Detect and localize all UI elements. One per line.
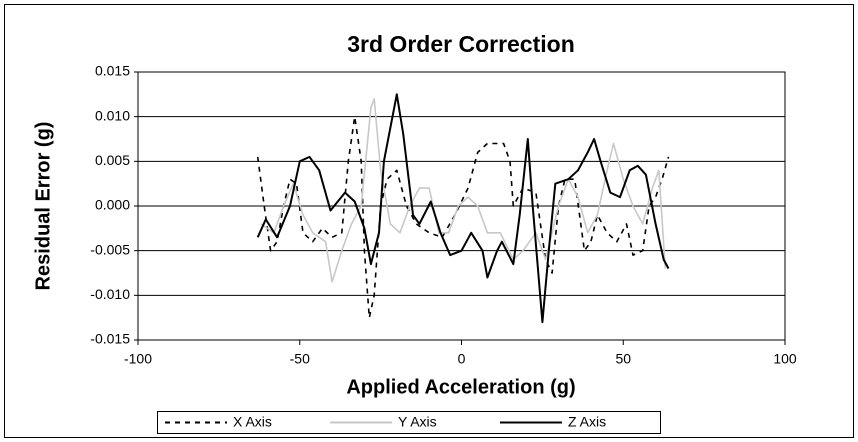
- x-tick-label: 0: [458, 351, 466, 367]
- y-tick-label: -0.010: [90, 286, 130, 302]
- plot-area: [137, 71, 786, 341]
- y-tick-label: 0.010: [95, 107, 130, 123]
- x-axis-title: Applied Acceleration (g): [346, 376, 575, 398]
- x-tick-label: -50: [290, 351, 310, 367]
- series-line: [256, 115, 670, 319]
- series-line: [256, 93, 670, 324]
- chart-title: 3rd Order Correction: [347, 31, 575, 57]
- x-tick-label: 50: [615, 351, 631, 367]
- chart-frame: [4, 4, 854, 438]
- legend-label: X Axis: [233, 414, 272, 430]
- legend-label: Y Axis: [398, 414, 437, 430]
- x-tick-label: 100: [773, 351, 797, 367]
- legend-box: [157, 411, 661, 434]
- y-axis-title: Residual Error (g): [32, 122, 54, 291]
- x-tick-label: -100: [124, 351, 152, 367]
- y-tick-label: 0.005: [95, 152, 130, 168]
- y-tick-label: -0.015: [90, 331, 130, 347]
- legend-label: Z Axis: [568, 414, 606, 430]
- series-line: [260, 98, 667, 283]
- y-tick-label: -0.005: [90, 241, 130, 257]
- y-tick-label: 0.000: [95, 197, 130, 213]
- y-tick-label: 0.015: [95, 63, 130, 79]
